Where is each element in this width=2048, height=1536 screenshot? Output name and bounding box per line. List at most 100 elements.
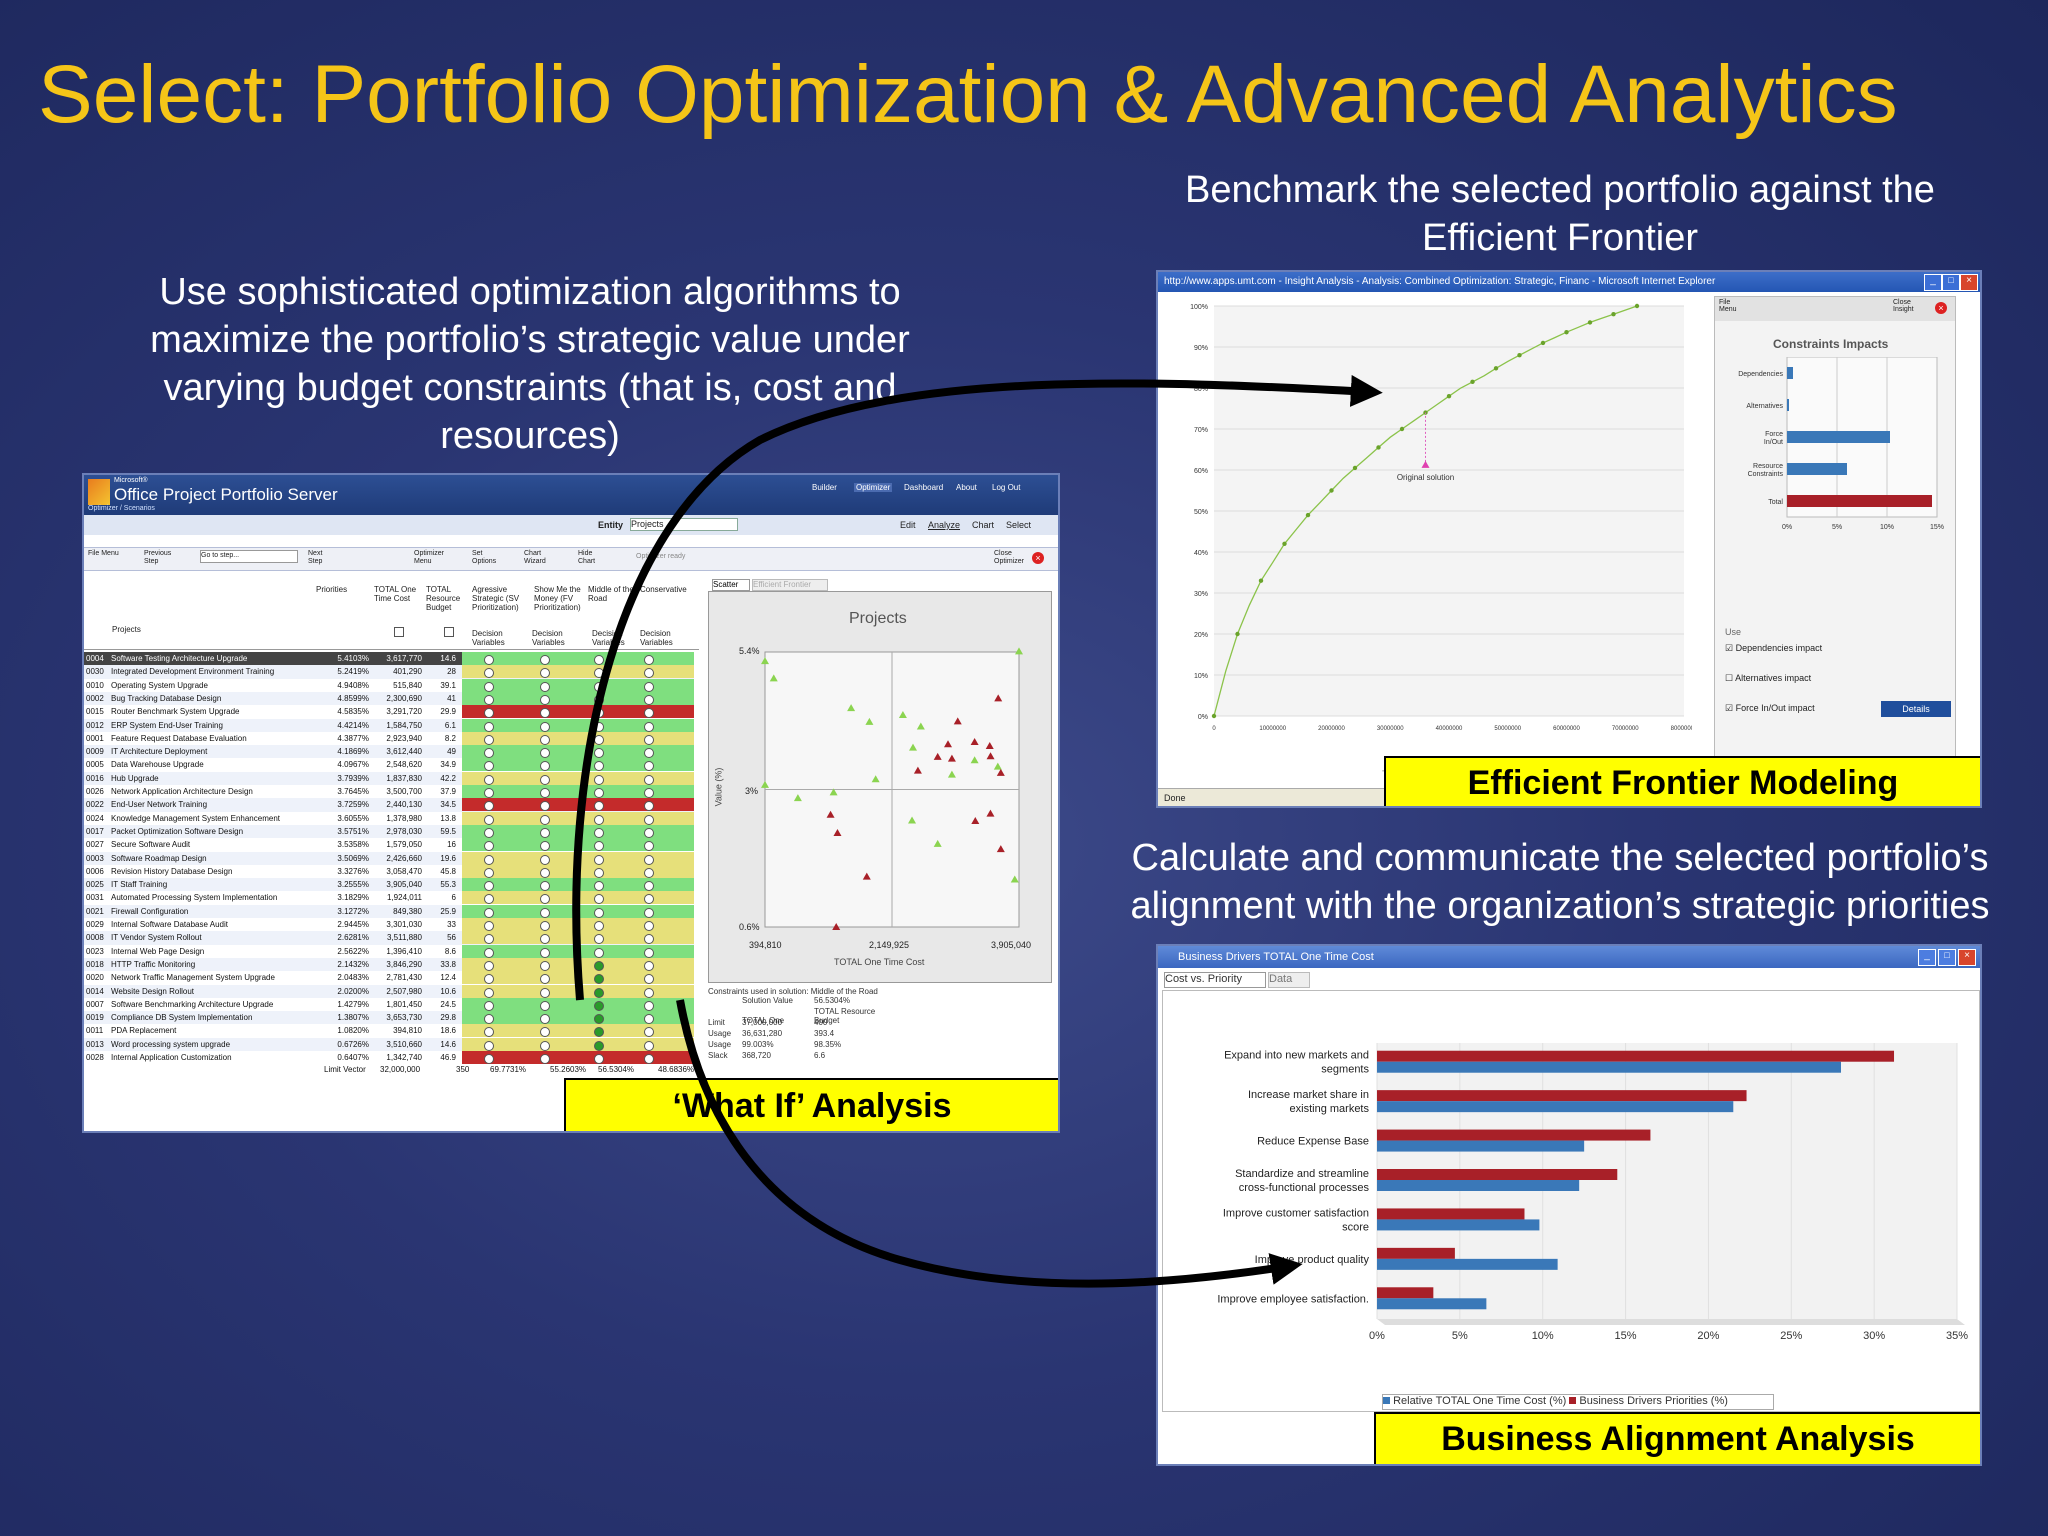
tab-efficient-frontier[interactable]: Efficient Frontier — [752, 579, 828, 591]
decision-radio[interactable] — [484, 974, 494, 985]
subnav-chart[interactable]: Chart — [972, 520, 995, 530]
decision-radio[interactable] — [540, 788, 550, 798]
table-row[interactable]: 0017 Packet Optimization Software Design 3… — [84, 824, 694, 839]
decision-radio[interactable] — [594, 960, 604, 971]
maximize-icon[interactable]: □ — [1942, 274, 1960, 291]
table-row[interactable]: 0024 Knowledge Management System Enhancem… — [84, 811, 694, 825]
decision-radio[interactable] — [594, 947, 604, 958]
table-row[interactable]: 0005 Data Warehouse Upgrade 4.0967% 2,548,6… — [84, 758, 694, 772]
decision-radio[interactable] — [644, 788, 654, 798]
decision-radio[interactable] — [540, 1040, 550, 1051]
decision-radio[interactable] — [484, 827, 494, 838]
decision-radio[interactable] — [644, 907, 654, 918]
decision-radio[interactable] — [484, 947, 494, 958]
decision-radio[interactable] — [594, 827, 604, 838]
decision-radio[interactable] — [594, 1014, 604, 1025]
decision-radio[interactable] — [644, 921, 654, 931]
subnav-edit[interactable]: Edit — [900, 520, 916, 530]
decision-radio[interactable] — [644, 987, 654, 998]
decision-radio[interactable] — [540, 974, 550, 985]
decision-radio[interactable] — [484, 655, 494, 665]
decision-radio[interactable] — [484, 721, 494, 732]
decision-radio[interactable] — [484, 761, 494, 772]
table-row[interactable]: 0025 IT Staff Training 3.2555% 3,905,040 55.… — [84, 878, 694, 892]
decision-radio[interactable] — [484, 987, 494, 998]
decision-radio[interactable] — [594, 1000, 604, 1011]
decision-radio[interactable] — [540, 801, 550, 812]
subnav-select[interactable]: Select — [1006, 520, 1032, 530]
decision-radio[interactable] — [644, 1054, 654, 1064]
goto-step-select[interactable]: Go to step... — [200, 550, 298, 563]
table-row[interactable]: 0023 Internal Web Page Design 2.5622% 1,396… — [84, 944, 694, 958]
decision-radio[interactable] — [644, 947, 654, 958]
decision-radio[interactable] — [644, 867, 654, 878]
decision-radio[interactable] — [484, 774, 494, 785]
decision-radio[interactable] — [540, 827, 550, 838]
decision-radio[interactable] — [644, 1000, 654, 1011]
impacts-file-menu[interactable]: File Menu — [1719, 299, 1737, 313]
decision-radio[interactable] — [594, 681, 604, 692]
decision-radio[interactable] — [540, 881, 550, 892]
entity-select[interactable]: Projects — [630, 518, 738, 531]
decision-radio[interactable] — [644, 681, 654, 692]
decision-radio[interactable] — [644, 1040, 654, 1051]
table-row[interactable]: 0020 Network Traffic Management System Up… — [84, 971, 694, 985]
decision-radio[interactable] — [540, 867, 550, 878]
check-dependencies[interactable]: ☑ Dependencies impact — [1725, 643, 1823, 653]
decision-radio[interactable] — [484, 960, 494, 971]
decision-radio[interactable] — [644, 694, 654, 705]
decision-radio[interactable] — [594, 854, 604, 865]
table-row[interactable]: 0001 Feature Request Database Evaluation 4… — [84, 731, 694, 746]
window-close-icon[interactable]: × — [1960, 274, 1978, 291]
optimizer-menu-button[interactable]: Optimizer Menu — [414, 550, 444, 565]
table-row[interactable]: 0009 IT Architecture Deployment 4.1869% 3,6… — [84, 745, 694, 759]
decision-radio[interactable] — [484, 748, 494, 759]
close-insight-icon[interactable]: × — [1935, 302, 1947, 314]
table-row[interactable]: 0022 End-User Network Training 3.7259% 2,44… — [84, 798, 694, 812]
decision-radio[interactable] — [594, 921, 604, 931]
decision-radio[interactable] — [540, 1000, 550, 1011]
decision-radio[interactable] — [594, 721, 604, 732]
decision-radio[interactable] — [540, 947, 550, 958]
decision-radio[interactable] — [484, 894, 494, 905]
nav-about[interactable]: About — [956, 483, 977, 492]
decision-radio[interactable] — [484, 867, 494, 878]
table-row[interactable]: 0010 Operating System Upgrade 4.9408% 515,8… — [84, 678, 694, 692]
table-row[interactable]: 0026 Network Application Architecture Des… — [84, 785, 694, 799]
decision-radio[interactable] — [484, 1027, 494, 1038]
decision-radio[interactable] — [644, 1014, 654, 1025]
decision-radio[interactable] — [484, 801, 494, 812]
nav-logout[interactable]: Log Out — [992, 483, 1021, 492]
decision-radio[interactable] — [540, 774, 550, 785]
decision-radio[interactable] — [594, 907, 604, 918]
previous-step-button[interactable]: Previous Step — [144, 550, 172, 565]
decision-radio[interactable] — [484, 907, 494, 918]
nav-optimizer[interactable]: Optimizer — [854, 483, 893, 492]
decision-radio[interactable] — [540, 761, 550, 772]
decision-radio[interactable] — [484, 814, 494, 825]
decision-radio[interactable] — [484, 788, 494, 798]
decision-radio[interactable] — [594, 774, 604, 785]
hide-chart-button[interactable]: Hide Chart — [578, 550, 596, 565]
decision-radio[interactable] — [540, 987, 550, 998]
decision-radio[interactable] — [540, 668, 550, 679]
decision-radio[interactable] — [594, 987, 604, 998]
decision-radio[interactable] — [484, 1054, 494, 1064]
decision-radio[interactable] — [594, 734, 604, 745]
decision-radio[interactable] — [540, 694, 550, 705]
decision-radio[interactable] — [594, 867, 604, 878]
decision-radio[interactable] — [644, 814, 654, 825]
decision-radio[interactable] — [644, 960, 654, 971]
decision-radio[interactable] — [484, 1000, 494, 1011]
table-row[interactable]: 0029 Internal Software Database Audit 2.94… — [84, 918, 694, 932]
decision-radio[interactable] — [484, 1040, 494, 1051]
decision-radio[interactable] — [540, 734, 550, 745]
decision-radio[interactable] — [484, 681, 494, 692]
table-row[interactable]: 0012 ERP System End-User Training 4.4214% 1… — [84, 718, 694, 732]
decision-radio[interactable] — [540, 934, 550, 945]
nav-dashboard[interactable]: Dashboard — [904, 483, 944, 492]
decision-radio[interactable] — [540, 1014, 550, 1025]
decision-radio[interactable] — [594, 1040, 604, 1051]
table-row[interactable]: 0021 Firewall Configuration 3.1272% 849,380… — [84, 904, 694, 918]
next-step-button[interactable]: Next Step — [308, 550, 323, 565]
